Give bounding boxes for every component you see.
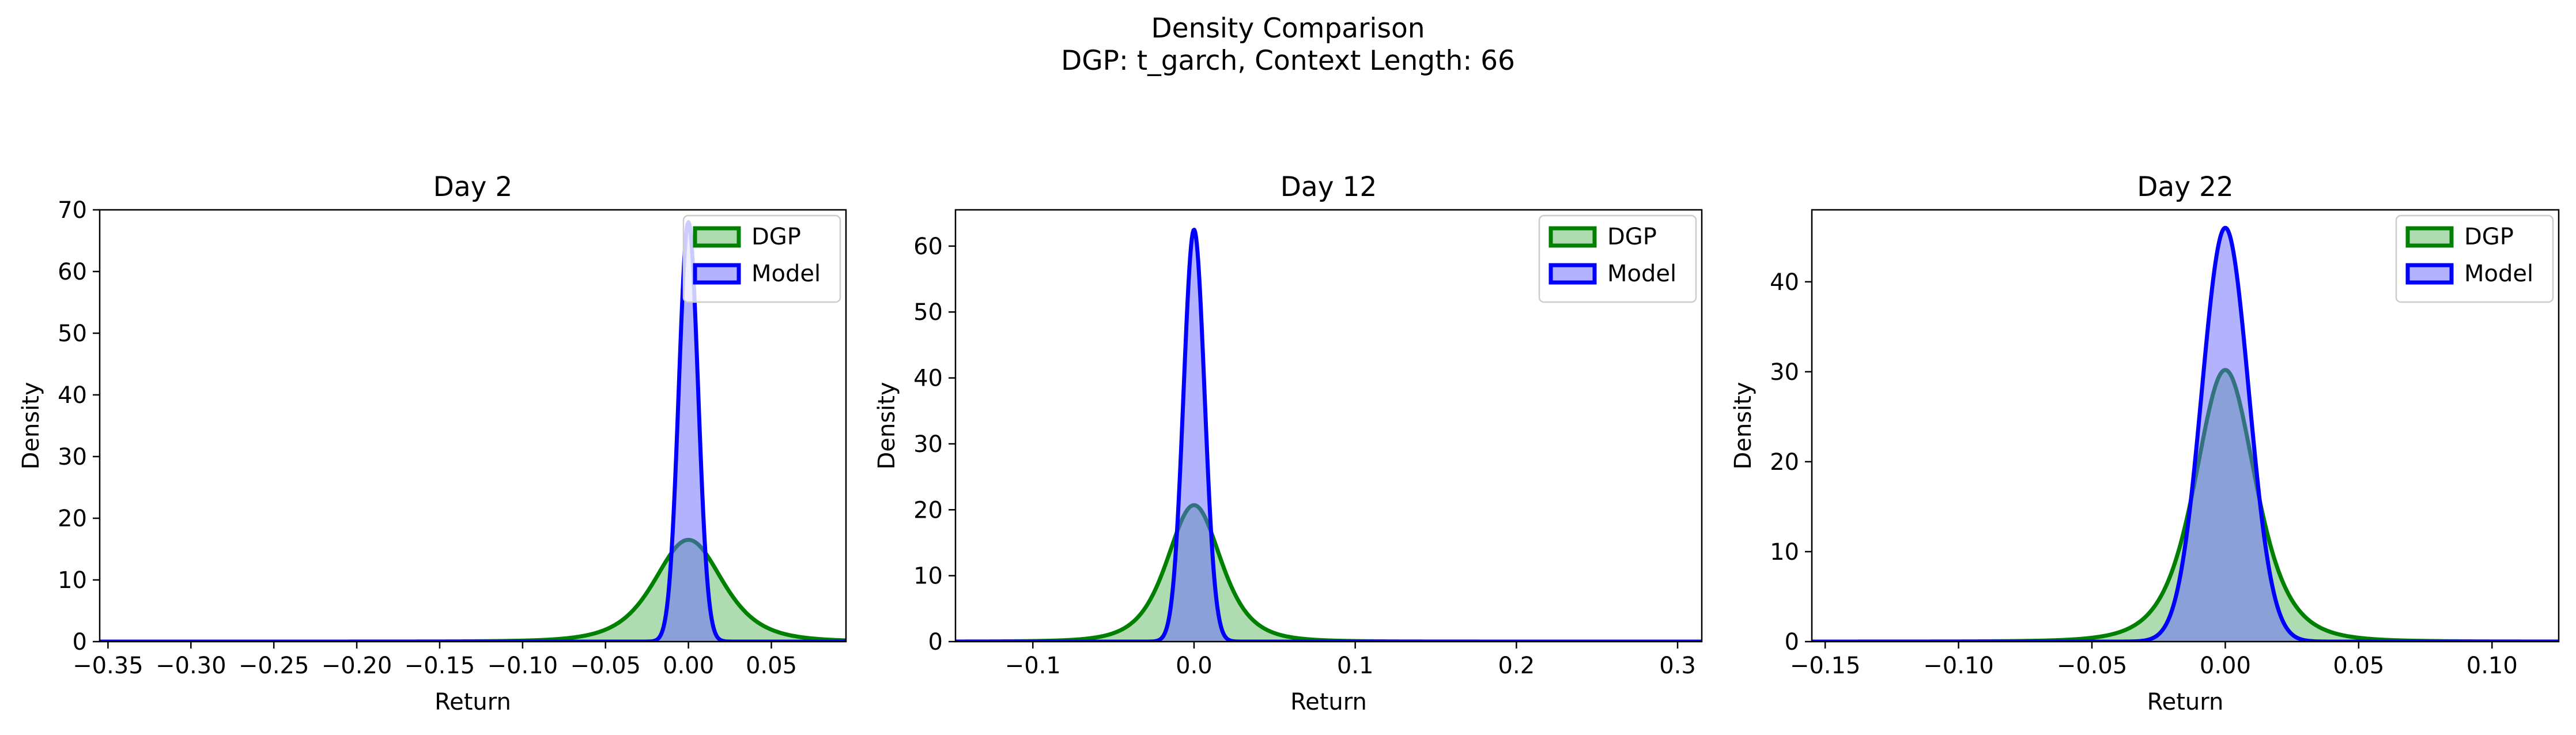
subplot-1: −0.35 −0.30 −0.25 −0.20 −0.15 −0.10 −0.05 0.00 0… [18, 171, 847, 715]
model-legend-label: Model [751, 261, 821, 287]
dgp-legend-label: DGP [751, 224, 801, 250]
y-tick-label: 10 [1770, 539, 1799, 566]
y-tick-label: 30 [58, 444, 87, 470]
y-tick-label: 50 [58, 321, 87, 347]
y-tick-label: 0 [73, 629, 87, 655]
dgp-legend-label: DGP [1607, 224, 1657, 250]
model-density-line [1812, 225, 2559, 642]
axes-frame [954, 209, 1703, 643]
axes-frame [1811, 209, 2560, 643]
model-density-line [100, 220, 846, 642]
axes-frame [99, 209, 847, 643]
y-tick-label: 10 [58, 567, 87, 594]
x-tick-label: −0.20 [322, 653, 392, 679]
x-tick-label: −0.05 [2057, 653, 2128, 679]
x-tick-label: 0.05 [2333, 653, 2384, 679]
model-legend-label: Model [1607, 261, 1676, 287]
y-tick-label: 40 [1770, 269, 1799, 296]
legend: DGP Model [1538, 214, 1697, 303]
y-tick-label: 60 [913, 233, 943, 260]
x-tick-label: 0.05 [746, 653, 797, 679]
x-tick-label: 0.00 [663, 653, 714, 679]
dgp-legend-swatch [1548, 226, 1597, 248]
y-tick-label: 70 [58, 197, 87, 224]
dgp-density-fill [100, 540, 846, 642]
x-tick-label: −0.10 [488, 653, 558, 679]
x-tick-label: 0.00 [2200, 653, 2251, 679]
figure-subtitle: DGP: t_garch, Context Length: 66 [1061, 45, 1515, 77]
y-tick-label: 10 [913, 563, 943, 590]
model-density-fill [100, 222, 846, 642]
legend: DGP Model [682, 214, 841, 303]
subplot-title: Day 12 [1281, 171, 1377, 203]
y-axis-label: Density [18, 382, 44, 469]
x-tick-label: −0.10 [1923, 653, 1994, 679]
x-tick-label: −0.25 [239, 653, 309, 679]
model-legend-swatch [693, 263, 741, 285]
subplot-title: Day 22 [2137, 171, 2234, 203]
x-tick-label: 0.10 [2467, 653, 2518, 679]
y-axis-label: Density [874, 382, 900, 469]
y-tick-label: 0 [1785, 629, 1799, 655]
model-density-fill [1812, 228, 2559, 642]
x-tick-label: −0.30 [156, 653, 226, 679]
x-axis-label: Return [435, 689, 511, 715]
dgp-density-fill [955, 505, 1702, 642]
dgp-density-line [955, 503, 1702, 642]
figure-title: Density Comparison [1151, 13, 1425, 44]
model-legend-label: Model [2464, 261, 2533, 287]
y-tick-label: 40 [58, 382, 87, 409]
model-legend-swatch [2405, 263, 2454, 285]
x-tick-label: −0.1 [1005, 653, 1061, 679]
subplot-2: −0.1 0.0 0.1 0.2 0.3 0 10 20 30 40 50 60 Day 12 Retur… [874, 171, 1703, 715]
y-tick-label: 60 [58, 259, 87, 285]
y-tick-label: 20 [913, 497, 943, 523]
x-axis-label: Return [2147, 689, 2224, 715]
subplot-3: −0.15 −0.10 −0.05 0.00 0.05 0.10 0 10 20 30 40 Day … [1730, 171, 2560, 715]
x-axis-label: Return [1290, 689, 1367, 715]
y-tick-label: 20 [1770, 449, 1799, 476]
model-legend-swatch [1548, 263, 1597, 285]
x-tick-label: 0.2 [1498, 653, 1535, 679]
y-tick-label: 20 [58, 506, 87, 532]
dgp-legend-label: DGP [2464, 224, 2514, 250]
dgp-legend-swatch [693, 226, 741, 248]
x-tick-label: 0.1 [1337, 653, 1374, 679]
y-tick-label: 50 [913, 299, 943, 326]
x-tick-label: −0.05 [570, 653, 641, 679]
subplot-title: Day 2 [433, 171, 513, 203]
y-tick-label: 30 [913, 431, 943, 458]
legend: DGP Model [2395, 214, 2554, 303]
y-tick-label: 30 [1770, 359, 1799, 386]
x-tick-label: 0.3 [1659, 653, 1696, 679]
x-tick-label: −0.15 [1790, 653, 1861, 679]
y-axis-label: Density [1730, 382, 1757, 469]
y-tick-label: 40 [913, 365, 943, 392]
dgp-legend-swatch [2405, 226, 2454, 248]
x-tick-label: −0.35 [73, 653, 143, 679]
y-tick-label: 0 [928, 629, 943, 655]
x-tick-label: −0.15 [405, 653, 475, 679]
x-tick-label: 0.0 [1176, 653, 1213, 679]
